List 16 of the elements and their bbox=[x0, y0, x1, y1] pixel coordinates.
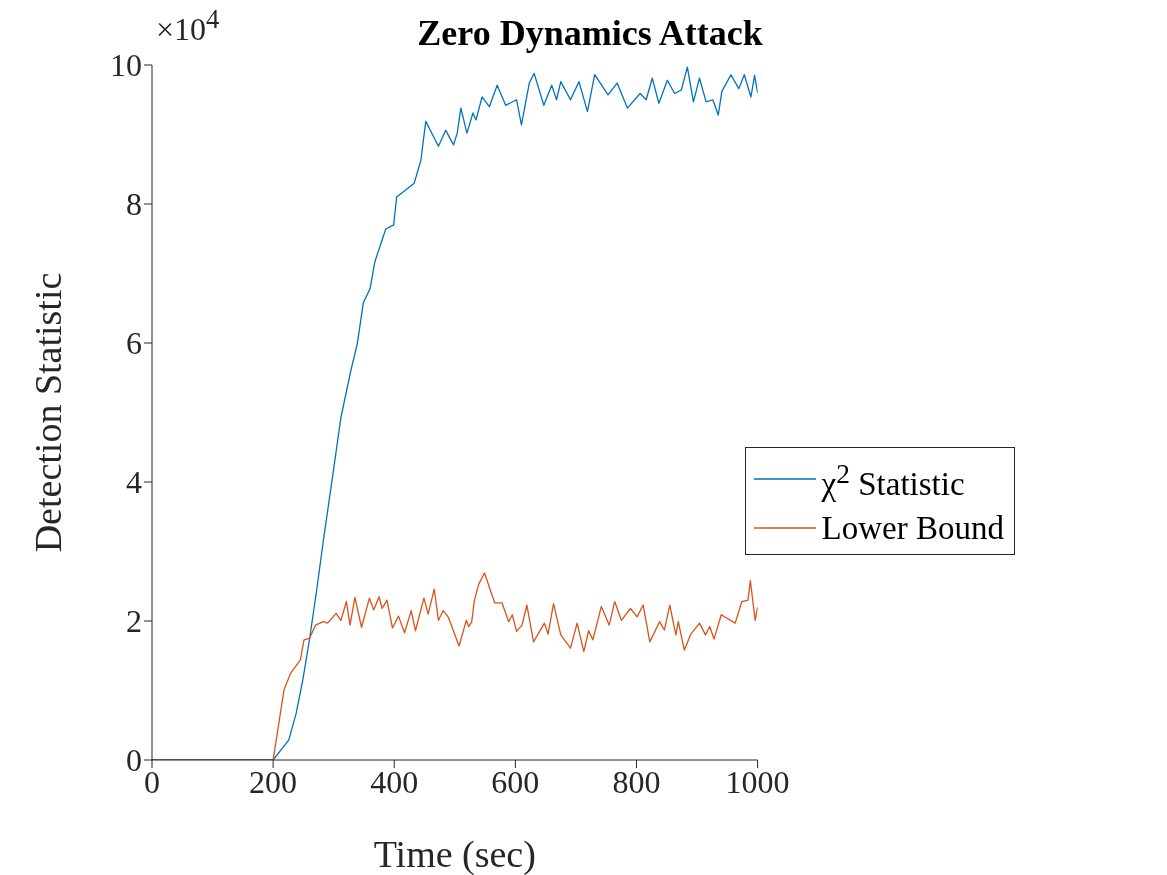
legend-label: χ$^{2}$ Statistic bbox=[821, 457, 965, 504]
y-tick-label: 6 bbox=[126, 325, 142, 362]
y-axis-title: Detection Statistic bbox=[27, 272, 70, 553]
x-tick-label: 200 bbox=[249, 763, 298, 800]
y-tick-label: 4 bbox=[126, 464, 142, 501]
x-tick-label: 800 bbox=[612, 763, 661, 800]
x-tick-label: 400 bbox=[370, 763, 419, 800]
y-tick-label: 2 bbox=[126, 603, 142, 640]
chart-title: Zero Dynamics Attack bbox=[417, 13, 763, 53]
text: ×10$^{4}$ bbox=[156, 4, 220, 48]
x-tick-label: 1000 bbox=[725, 763, 790, 800]
y-tick-label: 8 bbox=[126, 186, 142, 223]
x-tick-label: 600 bbox=[491, 763, 540, 800]
legend-label: Lower Bound bbox=[821, 509, 1004, 548]
y-tick-label: 10 bbox=[110, 47, 142, 84]
x-axis-title: Time (sec) bbox=[373, 833, 536, 875]
